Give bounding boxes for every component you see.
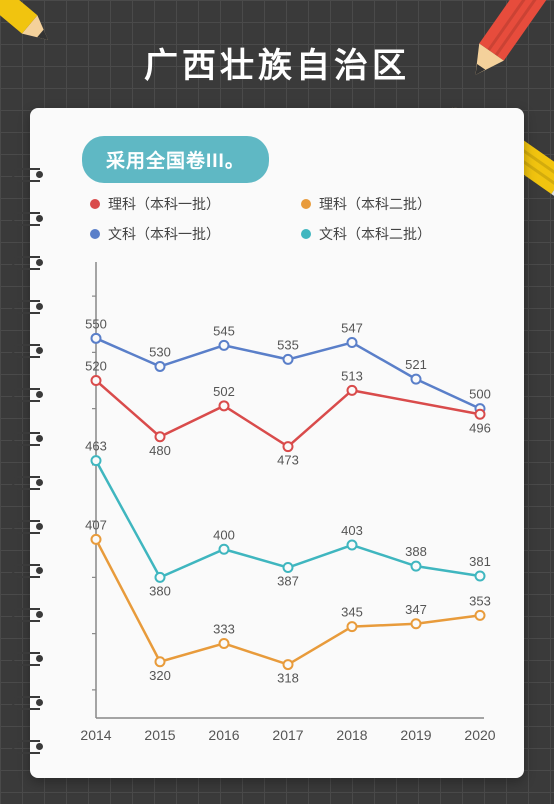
svg-text:473: 473 [277,453,299,468]
spiral-ring [12,696,40,710]
spiral-ring [12,388,40,402]
legend-label: 文科（本科一批） [108,224,220,244]
svg-text:2019: 2019 [400,727,431,743]
svg-text:407: 407 [85,517,107,532]
svg-text:2015: 2015 [144,727,175,743]
svg-text:520: 520 [85,359,107,374]
svg-text:387: 387 [277,574,299,589]
svg-text:353: 353 [469,593,491,608]
svg-text:521: 521 [405,357,427,372]
svg-text:380: 380 [149,583,171,598]
spiral-ring [12,432,40,446]
svg-text:496: 496 [469,420,491,435]
spiral-ring [12,520,40,534]
svg-text:320: 320 [149,668,171,683]
spiral-ring [12,476,40,490]
svg-text:535: 535 [277,337,299,352]
page-title: 广西壮族自治区 [0,38,554,87]
notebook-card: 采用全国卷III。 理科（本科一批） 理科（本科二批） 文科（本科一批） 文科（本科二… [30,108,524,778]
spiral-ring [12,168,40,182]
legend-item: 理科（本科一批） [90,194,283,214]
spiral-ring [12,256,40,270]
svg-text:2014: 2014 [80,727,111,743]
spiral-ring [12,740,40,754]
legend-dot [301,229,311,239]
line-chart: 550 530 545 535 547 521 500 520 480 502 473 513 496 4… [78,258,498,748]
legend-dot [90,199,100,209]
svg-text:550: 550 [85,316,107,331]
subtitle-pill: 采用全国卷III。 [82,136,269,183]
svg-text:345: 345 [341,605,363,620]
svg-text:347: 347 [405,602,427,617]
svg-text:480: 480 [149,443,171,458]
svg-text:403: 403 [341,523,363,538]
svg-text:318: 318 [277,671,299,686]
svg-text:530: 530 [149,344,171,359]
svg-text:547: 547 [341,321,363,336]
svg-text:513: 513 [341,368,363,383]
svg-text:333: 333 [213,621,235,636]
svg-text:400: 400 [213,527,235,542]
svg-text:2017: 2017 [272,727,303,743]
legend-item: 文科（本科一批） [90,224,283,244]
svg-text:2018: 2018 [336,727,367,743]
legend-dot [90,229,100,239]
spiral-ring [12,652,40,666]
spiral-ring [12,212,40,226]
spiral-ring [12,300,40,314]
legend-label: 理科（本科一批） [108,194,220,214]
svg-text:381: 381 [469,554,491,569]
spiral-ring [12,608,40,622]
svg-text:388: 388 [405,544,427,559]
svg-text:502: 502 [213,384,235,399]
legend-item: 理科（本科二批） [301,194,494,214]
spiral-ring [12,344,40,358]
svg-text:2020: 2020 [464,727,495,743]
legend-label: 文科（本科二批） [319,224,431,244]
svg-text:2016: 2016 [208,727,239,743]
legend-label: 理科（本科二批） [319,194,431,214]
svg-text:463: 463 [85,439,107,454]
legend-dot [301,199,311,209]
spiral-ring [12,564,40,578]
svg-text:545: 545 [213,323,235,338]
legend-item: 文科（本科二批） [301,224,494,244]
legend: 理科（本科一批） 理科（本科二批） 文科（本科一批） 文科（本科二批） [90,194,494,244]
svg-text:500: 500 [469,387,491,402]
